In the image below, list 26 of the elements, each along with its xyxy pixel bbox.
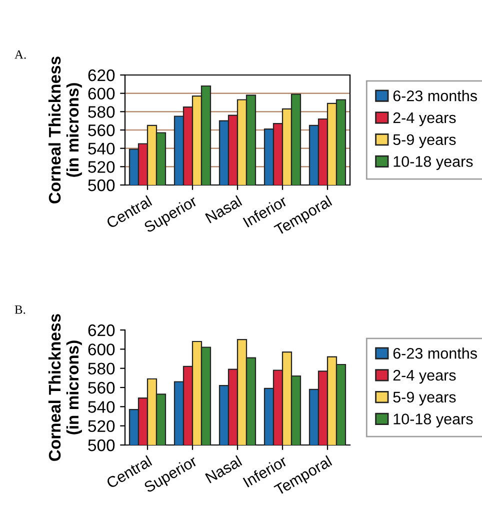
y-tick-label: 560 bbox=[88, 124, 115, 136]
y-axis-title: Corneal Thickness (in microns) bbox=[48, 56, 82, 204]
text: A. bbox=[14, 50, 26, 59]
y-tick-label: 520 bbox=[88, 420, 115, 432]
y-tick-label: 540 bbox=[88, 142, 115, 155]
legend-label: 5-9 years bbox=[393, 134, 456, 148]
y-tick-label: 600 bbox=[88, 88, 115, 100]
legend-label: 2-4 years bbox=[393, 370, 456, 384]
text: B. bbox=[14, 305, 26, 314]
legend-label: 10-18 years bbox=[394, 414, 473, 428]
y-tick-label: 600 bbox=[88, 344, 115, 356]
legend-label: 10-18 years bbox=[394, 156, 473, 170]
legend-label: 2-4 years bbox=[393, 112, 456, 126]
y-axis-title: Corneal Thickness (in microns) bbox=[48, 314, 82, 461]
legend-label: 5-9 years bbox=[393, 392, 456, 406]
y-tick-label: 500 bbox=[88, 179, 115, 192]
legend-label: 6-23 months bbox=[393, 348, 477, 359]
y-tick-label: 580 bbox=[88, 106, 115, 118]
y-tick-label: 560 bbox=[88, 382, 115, 394]
y-tick-label: 540 bbox=[88, 401, 115, 413]
legend-label: 6-23 months bbox=[393, 90, 477, 102]
y-tick-label: 620 bbox=[88, 69, 115, 82]
y-tick-label: 580 bbox=[88, 362, 115, 375]
y-tick-label: 620 bbox=[88, 324, 115, 336]
y-tick-label: 500 bbox=[88, 439, 115, 452]
y-tick-label: 520 bbox=[88, 161, 115, 173]
